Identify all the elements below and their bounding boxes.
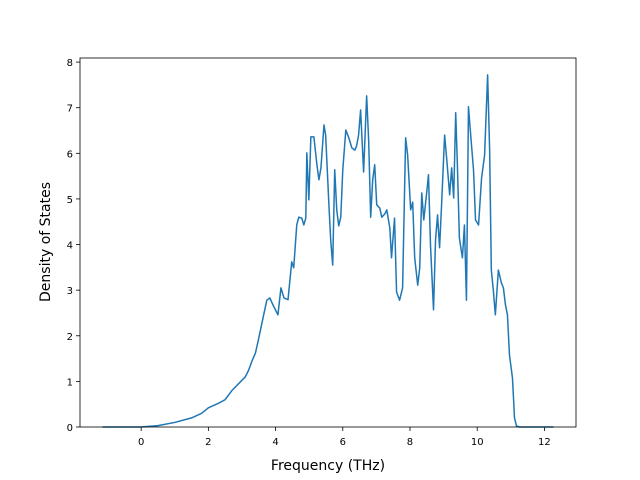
y-tick-label: 3	[67, 286, 73, 297]
x-tick-label: 6	[340, 437, 346, 448]
x-axis-label: Frequency (THz)	[271, 458, 385, 474]
y-tick-label: 2	[67, 332, 73, 343]
x-tick-label: 12	[538, 437, 551, 448]
y-axis-label: Density of States	[38, 182, 54, 302]
x-tick-label: 0	[138, 437, 144, 448]
y-tick-label: 5	[67, 195, 73, 206]
y-tick-label: 1	[67, 377, 73, 388]
y-tick-label: 0	[67, 423, 73, 434]
data-line	[102, 74, 554, 428]
y-tick-label: 8	[67, 58, 73, 69]
axes-frame	[79, 57, 577, 428]
x-tick-label: 10	[471, 437, 484, 448]
y-tick-label: 6	[67, 149, 73, 160]
y-tick-label: 4	[67, 241, 73, 252]
x-tick-label: 4	[272, 437, 278, 448]
y-tick-label: 7	[67, 104, 73, 115]
x-tick-label: 2	[205, 437, 211, 448]
x-tick-label: 8	[407, 437, 413, 448]
